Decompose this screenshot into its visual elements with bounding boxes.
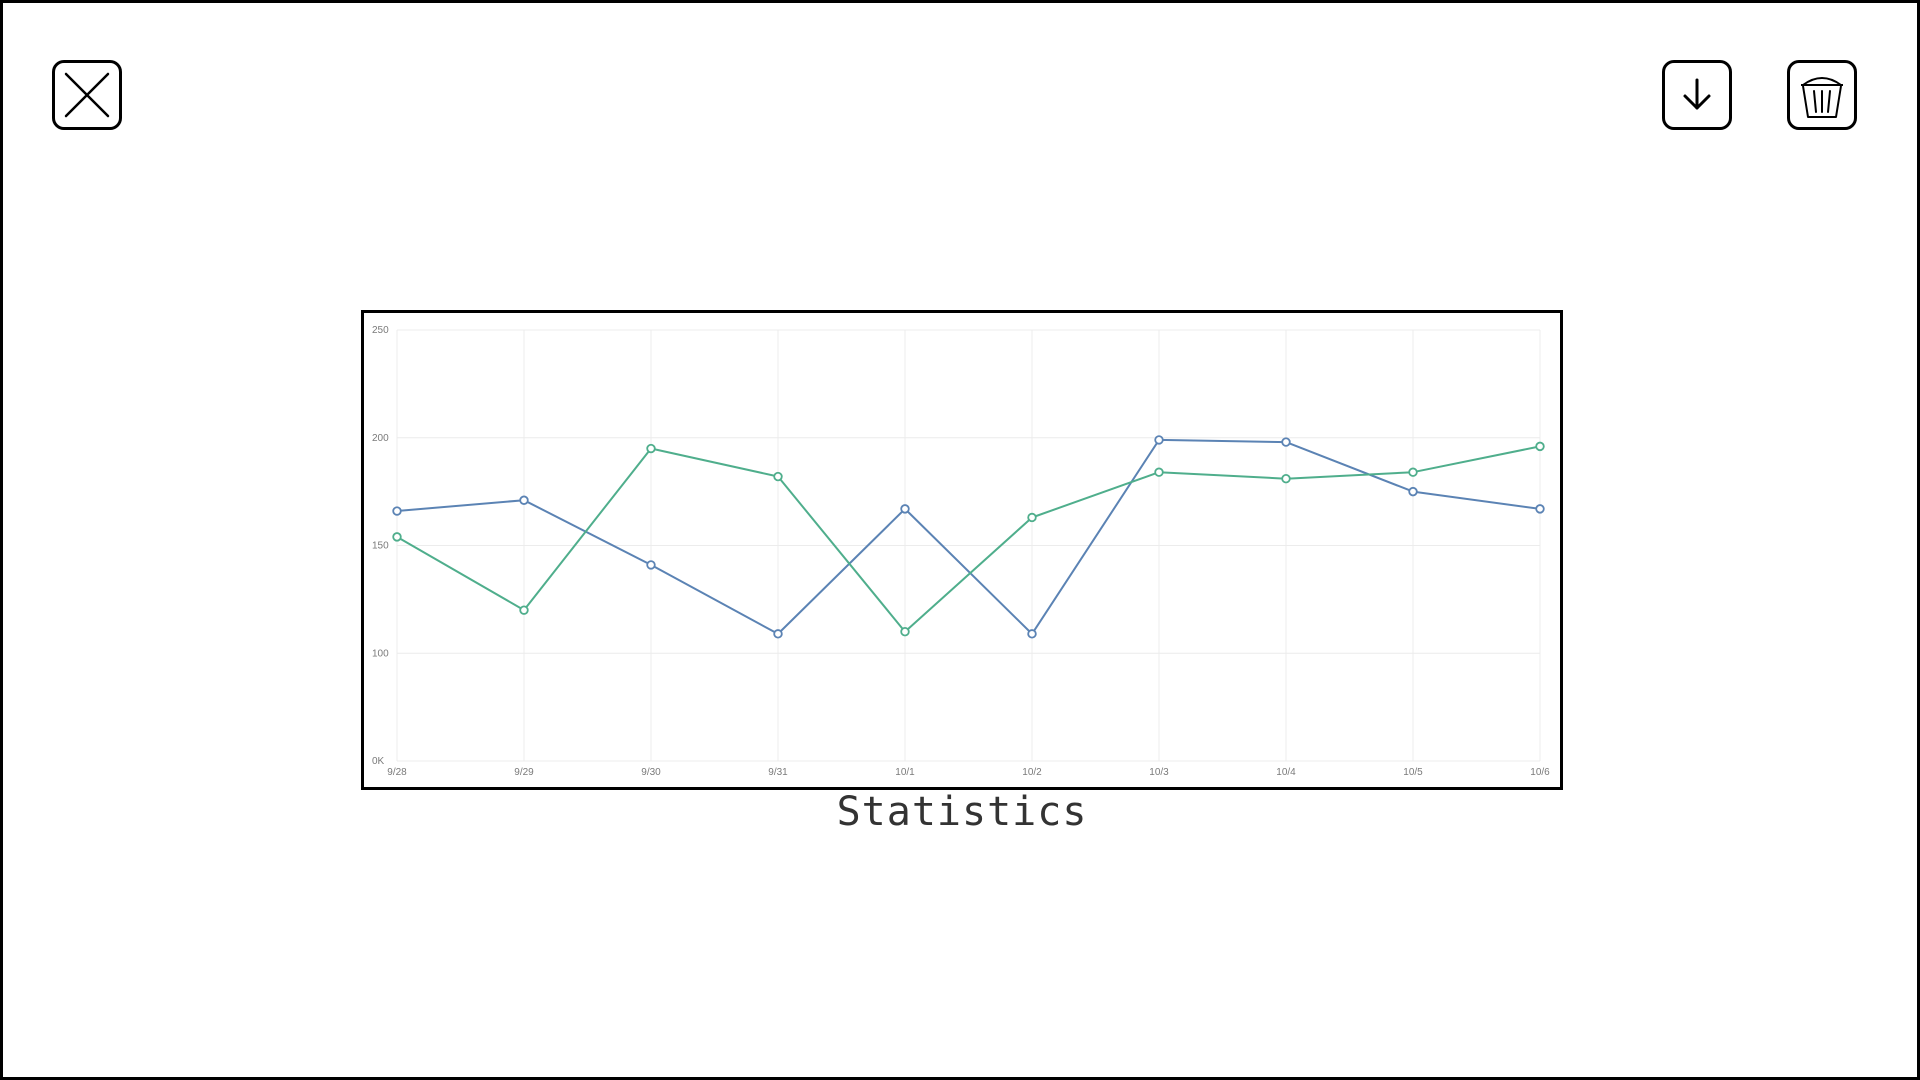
chart-caption: Statistics <box>836 789 1088 835</box>
line-chart: 0K 100 150 200 250 9/28 9/29 9/30 9/31 10/1 10/2 10… <box>372 325 1550 778</box>
series-2-point <box>392 532 402 542</box>
x-tick-label: 10/5 <box>1403 767 1423 778</box>
series-2-point <box>1027 512 1037 523</box>
series-2-point <box>1408 467 1418 477</box>
series-1-point <box>1154 435 1164 445</box>
series-1-point <box>1281 437 1291 447</box>
statistics-chart: 0K 100 150 200 250 9/28 9/29 9/30 9/31 10/1 10/2 10… <box>361 310 1563 790</box>
series-1-point <box>900 504 910 514</box>
y-tick-label: 100 <box>372 648 389 659</box>
close-icon <box>64 72 110 118</box>
series-1-point <box>773 629 783 639</box>
x-tick-label: 9/29 <box>514 767 534 778</box>
y-tick-label: 0K <box>372 756 385 767</box>
close-button[interactable] <box>52 60 122 130</box>
x-tick-label: 9/31 <box>768 767 788 778</box>
series-2-point <box>1281 473 1291 484</box>
series-1-point <box>392 506 402 516</box>
series-line-1 <box>396 438 1541 635</box>
x-tick-label: 10/2 <box>1022 767 1042 778</box>
series-2-point <box>900 627 910 637</box>
series-2-point <box>1535 441 1545 452</box>
series-1-point <box>1027 629 1037 639</box>
x-tick-label: 9/28 <box>387 767 407 778</box>
series-2-point <box>519 605 529 615</box>
y-tick-label: 150 <box>372 541 389 552</box>
x-tick-label: 9/30 <box>641 767 661 778</box>
x-tick-label: 10/1 <box>895 767 915 778</box>
y-tick-label: 250 <box>372 325 389 336</box>
series-1-point <box>1408 486 1418 497</box>
delete-button[interactable] <box>1787 60 1857 130</box>
series-2-point <box>646 443 656 454</box>
series-1-point <box>1535 504 1545 514</box>
x-tick-label: 10/3 <box>1149 767 1169 778</box>
trash-icon <box>1801 77 1843 118</box>
x-tick-label: 10/6 <box>1530 767 1550 778</box>
y-tick-label: 200 <box>372 433 389 444</box>
series-1-point <box>646 560 656 570</box>
series-2-point <box>1154 467 1164 477</box>
series-1-point <box>519 495 529 505</box>
series-2-point <box>773 471 783 482</box>
download-button[interactable] <box>1662 60 1732 130</box>
x-tick-label: 10/4 <box>1276 767 1296 778</box>
download-icon <box>1683 78 1711 110</box>
series-line-2 <box>396 445 1541 633</box>
